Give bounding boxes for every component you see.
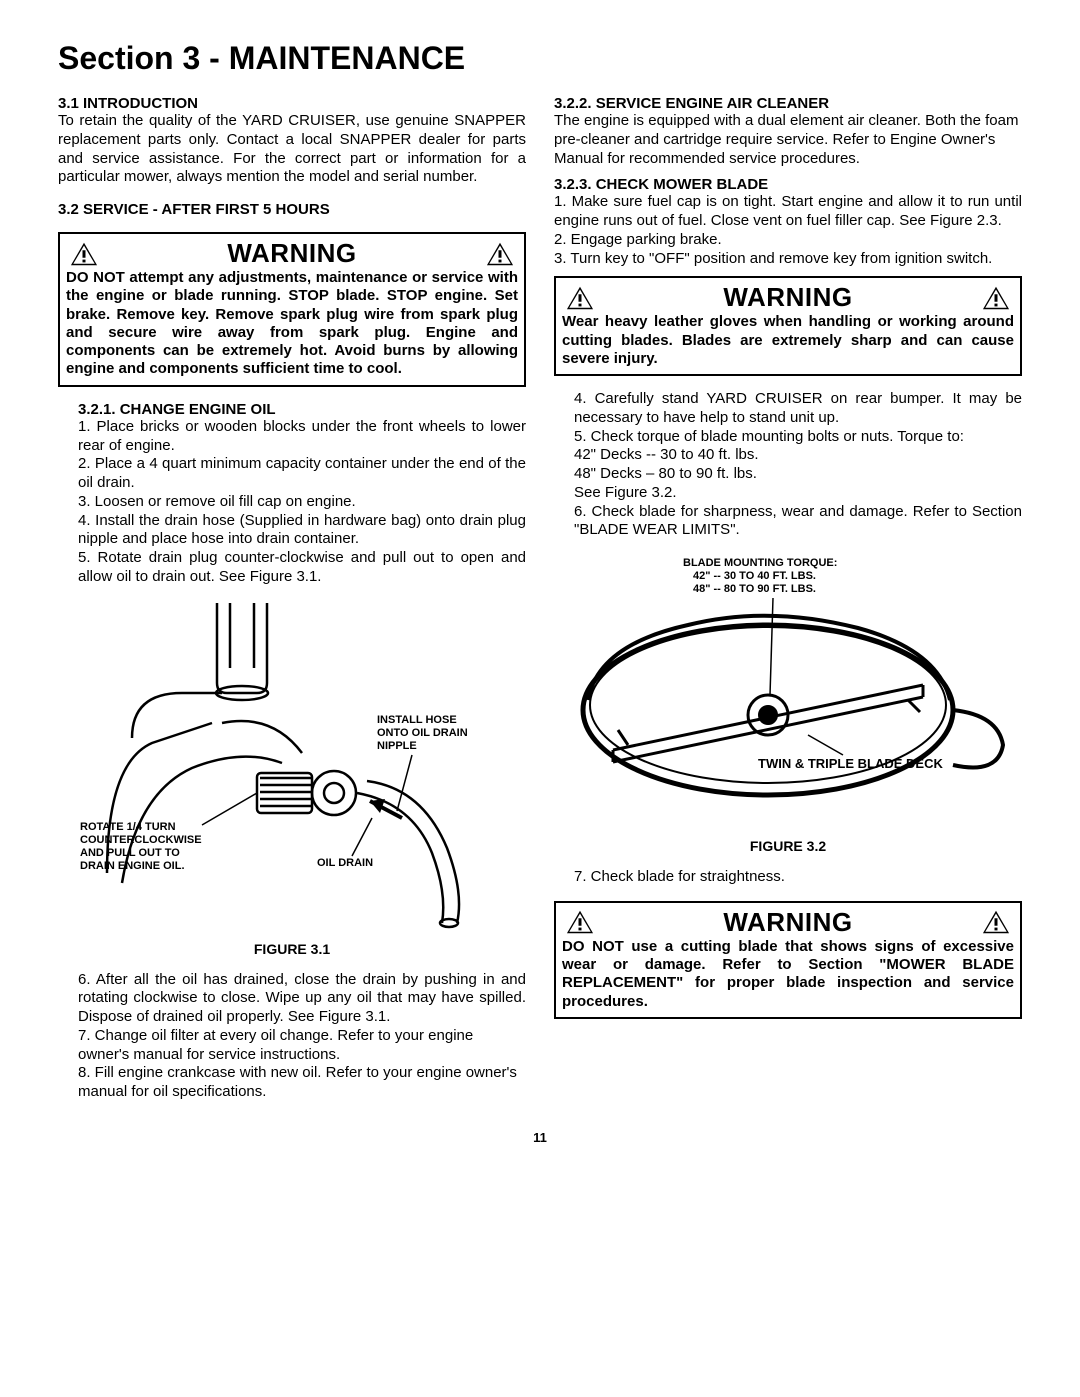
blade-step-5b: 48" Decks – 80 to 90 ft. lbs. [574,465,1022,484]
warning-box-3: WARNING DO NOT use a cutting blade that … [554,901,1022,1019]
warning-triangle-icon [566,285,594,311]
page-title: Section 3 - MAINTENANCE [58,40,1022,77]
blade-step-3: 3. Turn key to "OFF" position and remove… [554,250,1022,269]
blade-step-1: 1. Make sure fuel cap is on tight. Start… [554,193,1022,231]
warning-triangle-icon [982,285,1010,311]
warning-title: WARNING [723,907,852,938]
step-8: 8. Fill engine crankcase with new oil. R… [78,1064,526,1102]
svg-text:OIL DRAIN: OIL DRAIN [317,857,373,869]
step-7: 7. Change oil filter at every oil change… [78,1027,526,1065]
figure-3-1-caption: FIGURE 3.1 [58,941,526,957]
warning-header: WARNING [562,282,1014,313]
step-1: 1. Place bricks or wooden blocks under t… [78,418,526,456]
svg-text:BLADE MOUNTING TORQUE:: BLADE MOUNTING TORQUE: 42" -- 30 TO 40 F… [683,557,840,595]
paragraph-3-1: To retain the quality of the YARD CRUISE… [58,112,526,187]
warning-title: WARNING [227,238,356,269]
svg-text:INSTALL HOSE ONTO OI: INSTALL HOSE ONTO OIL DRAIN NIPPLE [377,714,471,752]
paragraph-3-2-2: The engine is equipped with a dual eleme… [554,112,1022,168]
heading-3-2-3: 3.2.3. CHECK MOWER BLADE [554,176,1022,193]
blade-step-2: 2. Engage parking brake. [554,231,1022,250]
heading-3-1: 3.1 INTRODUCTION [58,95,526,112]
svg-text:ROTATE 1/4 TURN COUN: ROTATE 1/4 TURN COUNTERCLOCKWISE AND PUL… [80,821,205,872]
warning-body: Wear heavy leather gloves when handling … [562,313,1014,368]
blade-step-5c: See Figure 3.2. [574,484,1022,503]
step-5: 5. Rotate drain plug counter-clockwise a… [78,549,526,587]
left-column: 3.1 INTRODUCTION To retain the quality o… [58,95,526,1102]
blade-step-7: 7. Check blade for straightness. [574,868,1022,887]
heading-3-2-2: 3.2.2. SERVICE ENGINE AIR CLEANER [554,95,1022,112]
svg-text:TWIN & TRIPLE BLADE DECK: TWIN & TRIPLE BLADE DECK [758,756,943,771]
warning-body: DO NOT use a cutting blade that shows si… [562,938,1014,1011]
figure-3-2: BLADE MOUNTING TORQUE: 42" -- 30 TO 40 F… [554,550,1022,830]
step-2: 2. Place a 4 quart minimum capacity cont… [78,455,526,493]
warning-triangle-icon [486,241,514,267]
warning-triangle-icon [70,241,98,267]
figure-3-1: INSTALL HOSE ONTO OIL DRAIN NIPPLE OIL D… [58,593,526,933]
blade-step-5: 5. Check torque of blade mounting bolts … [574,428,1022,447]
page-number: 11 [58,1130,1022,1145]
step-6: 6. After all the oil has drained, close … [78,971,526,1027]
figure-3-2-caption: FIGURE 3.2 [554,838,1022,854]
right-column: 3.2.2. SERVICE ENGINE AIR CLEANER The en… [554,95,1022,1102]
warning-header: WARNING [66,238,518,269]
warning-triangle-icon [566,909,594,935]
warning-box-1: WARNING DO NOT attempt any adjustments, … [58,232,526,387]
warning-title: WARNING [723,282,852,313]
blade-step-5a: 42" Decks -- 30 to 40 ft. lbs. [574,446,1022,465]
step-4: 4. Install the drain hose (Supplied in h… [78,512,526,550]
warning-header: WARNING [562,907,1014,938]
two-column-layout: 3.1 INTRODUCTION To retain the quality o… [58,95,1022,1102]
warning-box-2: WARNING Wear heavy leather gloves when h… [554,276,1022,376]
heading-3-2: 3.2 SERVICE - AFTER FIRST 5 HOURS [58,201,526,218]
heading-3-2-1: 3.2.1. CHANGE ENGINE OIL [78,401,526,418]
blade-step-4: 4. Carefully stand YARD CRUISER on rear … [574,390,1022,428]
warning-triangle-icon [982,909,1010,935]
warning-body: DO NOT attempt any adjustments, maintena… [66,269,518,379]
blade-step-6: 6. Check blade for sharpness, wear and d… [574,503,1022,541]
step-3: 3. Loosen or remove oil fill cap on engi… [78,493,526,512]
